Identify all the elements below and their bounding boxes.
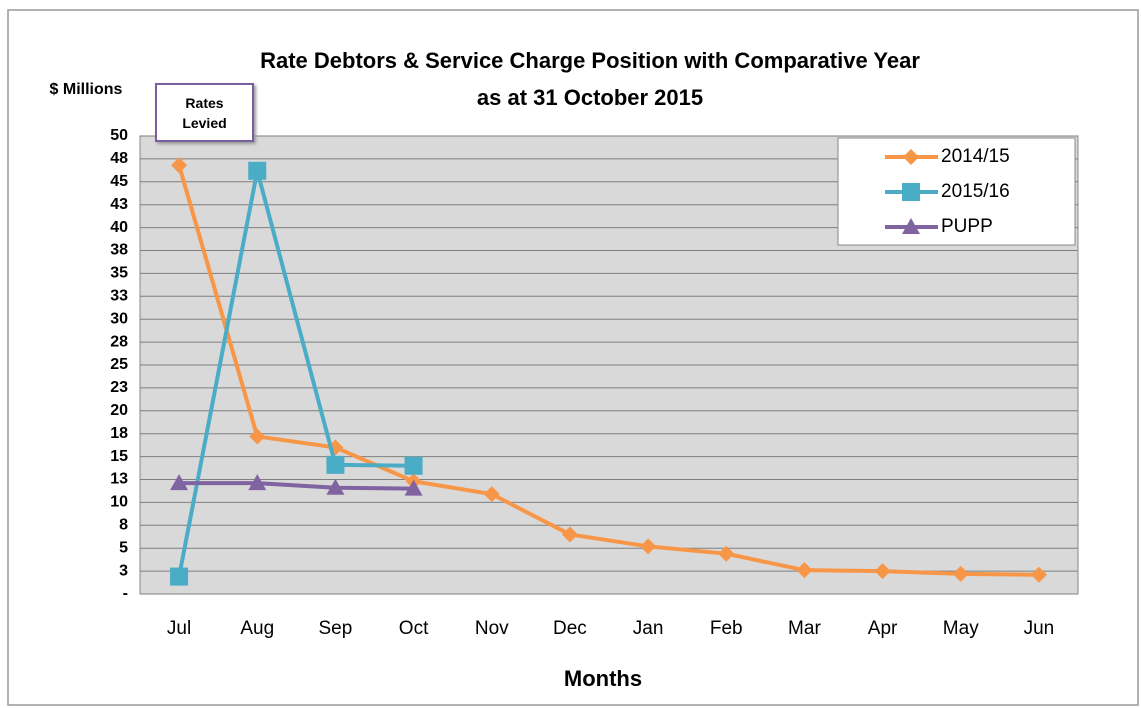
legend-marker xyxy=(902,183,920,201)
y-tick-label: - xyxy=(123,585,128,602)
marker xyxy=(249,428,266,445)
x-tick-label: Nov xyxy=(475,618,509,639)
y-tick-label: 50 xyxy=(110,127,128,144)
series-line xyxy=(177,164,1039,577)
x-tick-label: Jan xyxy=(633,618,664,639)
marker xyxy=(170,474,189,491)
legend-marker xyxy=(903,149,919,165)
marker xyxy=(952,565,969,582)
legend-label: 2015/16 xyxy=(941,181,1010,202)
y-tick-label: 38 xyxy=(110,242,128,259)
marker xyxy=(796,562,813,579)
chart-title: Rate Debtors & Service Charge Position w… xyxy=(260,48,920,73)
marker xyxy=(1030,566,1047,583)
y-tick-label: 25 xyxy=(110,356,128,373)
marker xyxy=(718,545,735,562)
x-tick-label: May xyxy=(943,618,979,639)
y-tick-label: 43 xyxy=(110,196,128,213)
annotation: Rates Levied xyxy=(155,83,254,142)
y-tick-label: 40 xyxy=(110,219,128,236)
y-tick-label: 8 xyxy=(119,517,128,534)
legend-label: 2014/15 xyxy=(941,146,1010,167)
series-line xyxy=(179,481,414,491)
y-tick-label: 10 xyxy=(110,494,128,511)
legend-label: PUPP xyxy=(941,216,993,237)
series-line xyxy=(177,168,414,577)
marker xyxy=(248,161,267,180)
marker xyxy=(640,538,657,555)
x-axis-label: Months xyxy=(564,666,642,691)
marker xyxy=(483,486,500,503)
chart-subtitle: as at 31 October 2015 xyxy=(477,85,703,110)
y-tick-label: 23 xyxy=(110,379,128,396)
x-tick-label: Dec xyxy=(553,618,587,639)
x-tick-label: Jun xyxy=(1024,618,1055,639)
x-tick-label: Aug xyxy=(240,618,274,639)
marker xyxy=(326,455,345,474)
y-tick-label: 33 xyxy=(110,288,128,305)
marker xyxy=(404,479,423,496)
y-tick-label: 35 xyxy=(110,265,128,282)
legend-box xyxy=(837,137,1076,246)
x-tick-label: Jul xyxy=(167,618,191,639)
x-tick-label: Feb xyxy=(710,618,743,639)
marker xyxy=(248,474,267,491)
x-tick-label: Apr xyxy=(868,618,898,639)
x-tick-label: Sep xyxy=(319,618,353,639)
y-tick-label: 20 xyxy=(110,402,128,419)
y-tick-label: 13 xyxy=(110,471,128,488)
x-tick-label: Oct xyxy=(399,618,429,639)
y-tick-label: 15 xyxy=(110,448,128,465)
marker xyxy=(170,567,189,586)
y-tick-label: 45 xyxy=(110,173,128,190)
legend-marker xyxy=(902,218,920,234)
y-tick-label: 3 xyxy=(119,562,128,579)
y-tick-label: 28 xyxy=(110,333,128,350)
marker xyxy=(561,526,578,543)
marker xyxy=(404,456,423,475)
y-tick-label: 48 xyxy=(110,150,128,167)
y-tick-label: 5 xyxy=(119,539,128,556)
y-axis-label: $ Millions xyxy=(50,81,123,98)
x-tick-label: Mar xyxy=(788,618,821,639)
marker xyxy=(326,478,345,495)
y-tick-label: 30 xyxy=(110,310,128,327)
marker xyxy=(171,157,188,174)
marker xyxy=(874,563,891,580)
y-tick-label: 18 xyxy=(110,425,128,442)
